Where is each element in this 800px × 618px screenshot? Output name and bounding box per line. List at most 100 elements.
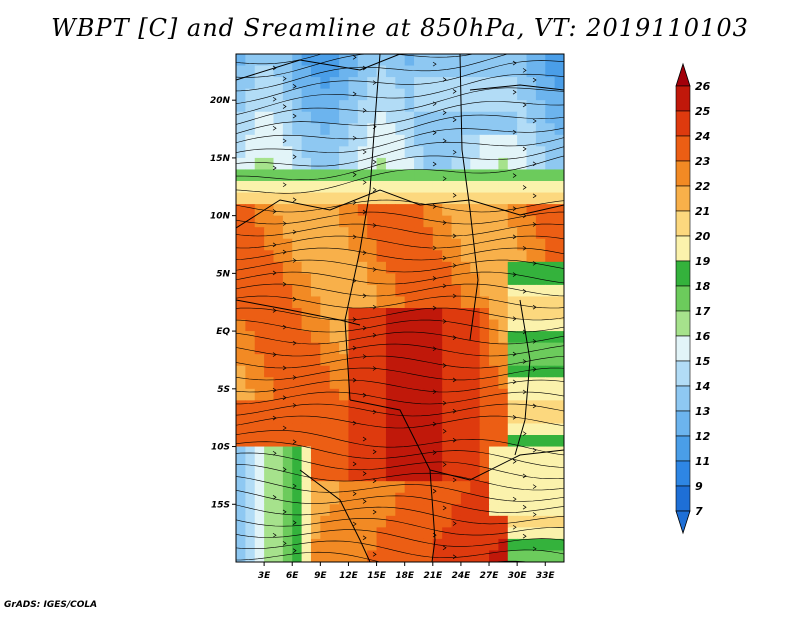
- streamline-arrow: [512, 234, 517, 240]
- field-cell: [489, 181, 499, 194]
- field-cell: [423, 458, 434, 471]
- field-cell: [320, 481, 331, 494]
- field-cell: [554, 400, 564, 413]
- field-cell: [545, 227, 556, 240]
- streamline-arrow: [352, 55, 357, 60]
- field-cell: [264, 550, 275, 562]
- field-cell: [554, 273, 564, 286]
- field-cell: [451, 134, 462, 147]
- field-cell: [301, 469, 312, 482]
- field-cell: [535, 250, 546, 263]
- streamline: [236, 146, 564, 181]
- field-cell: [292, 319, 303, 332]
- colorbar-segment: [675, 185, 691, 212]
- field-cell: [470, 538, 481, 552]
- field-cell: [545, 111, 556, 124]
- field-cell: [320, 354, 331, 367]
- field-cell: [498, 365, 509, 378]
- field-cell: [451, 123, 462, 136]
- field-cell: [545, 238, 556, 251]
- field-cell: [507, 100, 518, 113]
- field-cell: [517, 261, 528, 274]
- field-cell: [498, 192, 509, 205]
- streamline-arrow: [292, 520, 297, 526]
- field-cell: [245, 157, 256, 171]
- field-cell: [414, 157, 425, 171]
- field-cell: [264, 123, 275, 136]
- field-cell: [535, 296, 546, 309]
- field-cell: [376, 134, 387, 147]
- field-cell: [254, 181, 265, 194]
- field-cell: [264, 331, 275, 344]
- field-cell: [414, 192, 425, 205]
- field-cell: [376, 261, 387, 274]
- field-cell: [236, 446, 246, 459]
- field-cell: [245, 446, 256, 459]
- field-cell: [282, 308, 293, 321]
- field-cell: [282, 146, 293, 159]
- field-cell: [489, 273, 499, 286]
- field-cell: [329, 469, 340, 482]
- field-cell: [432, 504, 443, 517]
- field-cell: [498, 377, 509, 390]
- field-cell: [329, 273, 340, 286]
- field-cell: [498, 123, 509, 136]
- field-cell: [236, 192, 246, 205]
- field-cell: [554, 238, 564, 251]
- field-cell: [535, 354, 546, 367]
- field-cell: [310, 527, 321, 540]
- field-cell: [432, 134, 443, 147]
- field-cell: [507, 377, 518, 390]
- field-cell: [301, 88, 312, 101]
- field-cell: [395, 169, 406, 182]
- field-cell: [245, 273, 256, 286]
- field-cell: [451, 550, 462, 562]
- streamline-arrow: [272, 415, 277, 421]
- field-cell: [545, 204, 556, 217]
- field-cell: [414, 481, 425, 494]
- field-cell: [245, 492, 256, 505]
- field-cell: [264, 492, 275, 505]
- field-cell: [489, 88, 499, 101]
- streamline-arrow: [532, 339, 537, 344]
- field-cell: [385, 100, 396, 113]
- field-cell: [236, 388, 246, 401]
- field-cell: [292, 284, 303, 298]
- field-cell: [404, 377, 415, 390]
- field-cell: [282, 354, 293, 367]
- field-cell: [451, 65, 462, 78]
- field-cell: [526, 411, 537, 425]
- streamline-arrow: [352, 172, 357, 177]
- field-cell: [329, 331, 340, 344]
- streamline-arrow: [532, 77, 537, 83]
- streamline-arrow: [372, 509, 377, 515]
- field-cell: [348, 527, 359, 540]
- field-cell: [310, 296, 321, 309]
- field-cell: [451, 284, 462, 298]
- border-line: [236, 189, 564, 229]
- field-cell: [423, 527, 434, 540]
- field-cell: [254, 365, 265, 378]
- field-cell: [282, 538, 293, 552]
- field-cell: [545, 100, 556, 113]
- field-cell: [526, 181, 537, 194]
- field-cell: [264, 169, 275, 182]
- field-cell: [357, 550, 368, 562]
- field-cell: [432, 227, 443, 240]
- field-cell: [310, 100, 321, 113]
- field-cell: [545, 215, 556, 228]
- field-cell: [442, 284, 453, 298]
- field-cell: [517, 77, 528, 90]
- field-cell: [545, 273, 556, 286]
- colorbar-segment: [675, 385, 691, 412]
- field-cell: [320, 227, 331, 240]
- colorbar-label: 12: [695, 430, 711, 443]
- field-cell: [329, 527, 340, 540]
- streamline-arrow: [532, 222, 537, 227]
- field-cell: [310, 308, 321, 321]
- field-cell: [432, 261, 443, 274]
- field-cell: [236, 331, 246, 344]
- field-cell: [273, 469, 284, 482]
- field-cell: [395, 111, 406, 124]
